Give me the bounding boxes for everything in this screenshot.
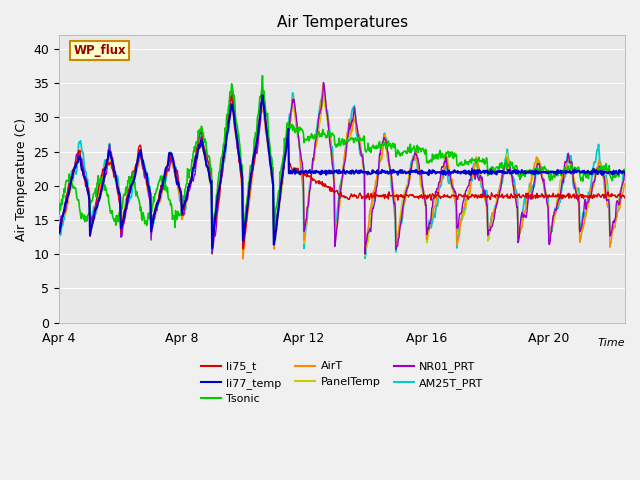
AirT [117,232,125,238]
Line: li77_temp: li77_temp [59,95,625,248]
li75_t [298,171,306,177]
PanelTemp [298,158,305,164]
Tsonic [621,167,629,172]
NR01_PRT [361,251,369,257]
PanelTemp [203,159,211,165]
Tsonic [208,234,216,240]
AM25T_PRT [117,226,125,232]
li75_t [460,193,467,199]
NR01_PRT [55,230,63,236]
AM25T_PRT [298,172,305,178]
Tsonic [117,210,125,216]
Line: Tsonic: Tsonic [59,76,625,237]
li77_temp [117,226,125,231]
Line: li75_t: li75_t [59,92,625,249]
Title: Air Temperatures: Air Temperatures [276,15,408,30]
Tsonic [545,174,553,180]
AirT [483,200,490,206]
Text: WP_flux: WP_flux [74,44,126,57]
PanelTemp [361,253,369,259]
li75_t [483,193,490,199]
Line: AirT: AirT [59,84,625,259]
PanelTemp [460,214,467,219]
li75_t [203,151,211,156]
Tsonic [203,145,211,151]
Line: AM25T_PRT: AM25T_PRT [59,88,625,258]
li75_t [55,230,63,236]
AM25T_PRT [228,85,236,91]
PanelTemp [55,230,63,236]
AM25T_PRT [621,168,629,174]
AirT [203,156,211,162]
NR01_PRT [117,234,125,240]
AM25T_PRT [460,212,467,217]
li75_t [117,229,125,235]
AM25T_PRT [483,188,490,193]
li77_temp [208,245,216,251]
Tsonic [259,73,266,79]
NR01_PRT [483,203,490,208]
NR01_PRT [203,164,211,170]
NR01_PRT [297,153,305,158]
li77_temp [203,162,211,168]
AM25T_PRT [545,230,553,236]
AirT [621,181,629,187]
AirT [319,81,327,86]
li75_t [621,195,629,201]
AirT [239,256,247,262]
AM25T_PRT [361,255,369,261]
Text: Time: Time [597,338,625,348]
Line: PanelTemp: PanelTemp [59,90,625,256]
AirT [545,238,553,243]
AirT [460,206,467,212]
li75_t [239,246,247,252]
li77_temp [460,170,467,176]
PanelTemp [621,171,629,177]
AirT [55,230,63,236]
li75_t [545,192,553,198]
PanelTemp [117,225,125,230]
Tsonic [460,162,467,168]
li77_temp [55,230,63,236]
li75_t [228,89,236,95]
Line: NR01_PRT: NR01_PRT [59,83,625,254]
Legend: li75_t, li77_temp, Tsonic, AirT, PanelTemp, NR01_PRT, AM25T_PRT: li75_t, li77_temp, Tsonic, AirT, PanelTe… [196,357,488,409]
PanelTemp [545,238,553,244]
AM25T_PRT [55,230,63,236]
PanelTemp [228,87,236,93]
NR01_PRT [545,241,553,247]
NR01_PRT [319,80,327,85]
li77_temp [298,168,306,174]
Tsonic [298,127,306,132]
Tsonic [483,155,490,161]
Y-axis label: Air Temperature (C): Air Temperature (C) [15,118,28,240]
AirT [298,167,305,173]
li77_temp [545,170,553,176]
li77_temp [259,92,266,98]
li77_temp [621,170,629,176]
PanelTemp [483,206,490,212]
NR01_PRT [460,198,467,204]
Tsonic [55,211,63,216]
li77_temp [483,168,490,174]
NR01_PRT [621,170,629,176]
AM25T_PRT [203,157,211,163]
